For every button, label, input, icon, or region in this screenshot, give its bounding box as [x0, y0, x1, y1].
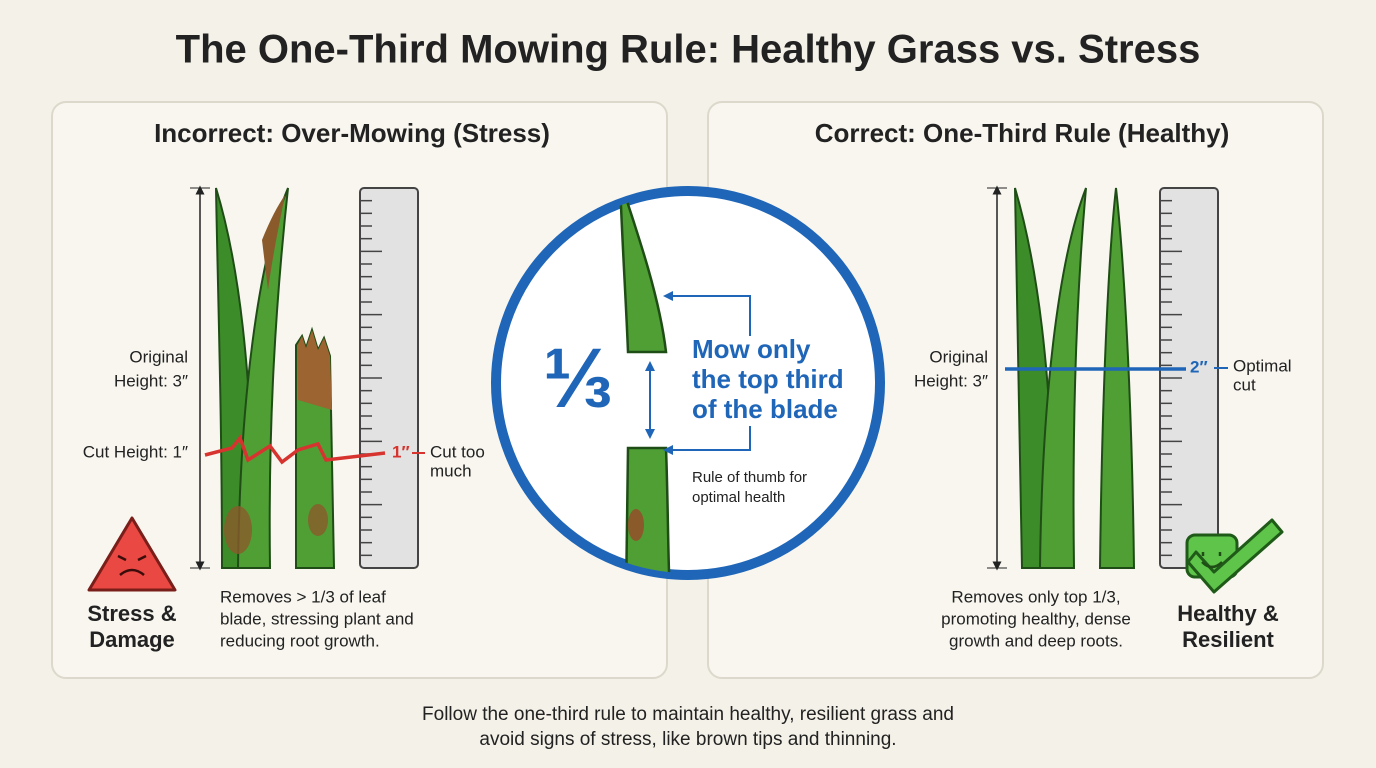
ruler-ticks: [360, 199, 382, 557]
cut-note: Optimal: [1233, 356, 1292, 375]
cut-note: cut: [1233, 375, 1256, 394]
brown-spot: [224, 506, 252, 554]
footer: Follow the one-third rule to maintain he…: [422, 704, 954, 725]
rule-text: Mow only: [692, 334, 811, 364]
checkmark-icon: [1186, 518, 1284, 594]
description: Removes only top 1/3,: [951, 587, 1120, 606]
ruler-value: 1″: [392, 442, 410, 461]
cut-note: Cut too: [430, 442, 485, 461]
grass-blade: [236, 187, 289, 569]
badge-label: Healthy &: [1177, 601, 1279, 626]
rule-caption: Rule of thumb for: [692, 469, 807, 486]
rule-caption: optimal health: [692, 489, 785, 506]
sad-face: [117, 554, 147, 576]
rule-text: of the blade: [692, 394, 838, 424]
description: Removes > 1/3 of leaf: [220, 587, 386, 606]
height-label: Original: [929, 347, 988, 366]
panel-heading: Incorrect: Over-Mowing (Stress): [154, 118, 550, 148]
panel-heading: Correct: One-Third Rule (Healthy): [815, 118, 1230, 148]
fraction: ⅓: [543, 331, 613, 425]
pointer: [663, 291, 751, 338]
badge-label: Resilient: [1182, 627, 1274, 652]
rule-text: the top third: [692, 364, 844, 394]
ruler-ticks: [1160, 199, 1182, 557]
badge-label: Damage: [89, 627, 175, 652]
brown-tip: [297, 330, 332, 410]
cut-height-label: Cut Height: 1″: [83, 442, 188, 461]
description: blade, stressing plant and: [220, 609, 414, 628]
pointer: [663, 424, 751, 455]
page-title: The One-Third Mowing Rule: Healthy Grass…: [176, 28, 1201, 72]
description: growth and deep roots.: [949, 631, 1123, 650]
description: reducing root growth.: [220, 631, 380, 650]
blade-bottom: [624, 446, 672, 573]
height-label: Height: 3″: [114, 371, 188, 390]
description: promoting healthy, dense: [941, 609, 1131, 628]
cut-line: [204, 434, 386, 465]
happy-face: [1201, 552, 1223, 569]
grass-blade: [1098, 187, 1136, 569]
brown-spot: [628, 509, 644, 541]
ruler-value: 2″: [1190, 357, 1208, 376]
brown-tip: [262, 195, 285, 290]
blade-closeup: [618, 193, 672, 573]
cut-note: much: [430, 461, 472, 480]
warning-icon: [87, 516, 177, 592]
height-label: Height: 3″: [914, 371, 988, 390]
grass-blade: [1038, 187, 1087, 569]
text-backdrop: [686, 336, 856, 426]
footer: avoid signs of stress, like brown tips a…: [479, 729, 896, 750]
badge-label: Stress &: [87, 601, 176, 626]
height-label: Original: [129, 347, 188, 366]
brown-spot: [308, 504, 328, 536]
blade-top: [618, 193, 668, 354]
